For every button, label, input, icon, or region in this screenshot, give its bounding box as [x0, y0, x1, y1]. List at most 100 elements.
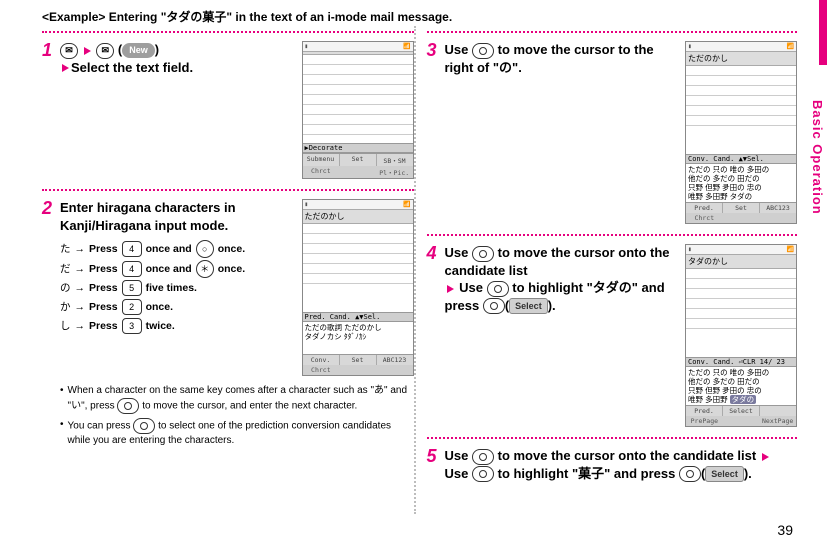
phone4-title: タダのかし	[686, 255, 796, 269]
jp-char: の	[60, 280, 71, 297]
dpad-icon	[472, 466, 494, 482]
t: You can press	[68, 420, 131, 431]
press-label: Press	[89, 280, 118, 297]
note-text: You can press to select one of the predi…	[68, 418, 414, 448]
step-2-title-b: Kanji/Hiragana input mode.	[60, 218, 228, 233]
t: When a character on the same key	[68, 385, 223, 396]
select-button-label: Select	[705, 466, 744, 482]
arrow-icon	[62, 64, 69, 72]
select-button-label: Select	[509, 298, 548, 314]
phone4-candidates: ただの 只の 唯の 多田の 他だの 多だの 田だの 只野 但野 夛田の 忠の 唯…	[686, 367, 796, 405]
cand-pre: ただの 只の 唯の 多田の 他だの 多だの 田だの 只野 但野 夛田の 忠の 唯…	[688, 368, 769, 404]
phone1-decorate: ▶Decorate	[303, 143, 413, 153]
key-icon: 5	[122, 280, 142, 296]
dpad-icon	[133, 418, 155, 434]
text: five times.	[146, 280, 197, 297]
cand-highlight: タダの	[730, 395, 757, 404]
t: Use	[445, 245, 469, 260]
press-label: Press	[89, 261, 118, 278]
text: once.	[218, 261, 245, 278]
phone4-cand-label: Conv. Cand. ⏎CLR 14/ 23	[686, 357, 796, 367]
softkey: Pred.	[686, 406, 723, 416]
softkey: Chrct	[303, 365, 340, 375]
key-icon: 4	[122, 261, 142, 277]
new-pill: New	[122, 43, 155, 57]
press-label: Press	[89, 299, 118, 316]
dpad-icon	[117, 398, 139, 414]
step-4: 4 Use to move the cursor onto the candid…	[427, 234, 798, 427]
softkey: NextPage	[759, 416, 796, 426]
t: to move the cursor, and enter the next c…	[142, 400, 357, 411]
step-2-keystrokes: た → Press 4 once and ○ once. だ	[60, 240, 296, 334]
phone-mock-4: ▮📶 タダのかし Conv. Cand. ⏎CLR 14/ 23 ただの 只の …	[685, 244, 797, 427]
keystroke-row: し → Press 3 twice.	[60, 318, 296, 335]
key-icon: ＊	[196, 260, 214, 278]
side-tab-label: Basic Operation	[810, 100, 825, 215]
keystroke-row: の → Press 5 five times.	[60, 280, 296, 297]
step-number: 3	[427, 40, 437, 60]
step-1-line2: Select the text field.	[71, 60, 193, 75]
step-number: 5	[427, 446, 437, 466]
arrow: →	[75, 299, 86, 316]
softkey	[339, 166, 376, 178]
dpad-icon	[487, 281, 509, 297]
softkey: Conv.	[303, 355, 340, 365]
text: once and	[146, 261, 192, 278]
dpad-icon	[472, 43, 494, 59]
softkey: Submenu	[303, 154, 340, 166]
dpad-icon	[472, 449, 494, 465]
example-prefix: <Example>	[42, 10, 105, 24]
phone2-cand-label: Pred. Cand. ▲▼Sel.	[303, 312, 413, 322]
softkey: Set	[723, 203, 760, 213]
keystroke-row: だ → Press 4 once and ＊ once.	[60, 260, 296, 278]
phone2-title: ただのかし	[303, 210, 413, 224]
t: Use	[445, 448, 469, 463]
note-text: When a character on the same key comes a…	[68, 384, 414, 414]
step-2-title: Enter hiragana characters in Kanji/Hirag…	[60, 199, 296, 234]
t: .	[552, 298, 556, 313]
step-1-title: ✉ ✉ (New) Select the text field.	[60, 41, 296, 76]
dpad-icon	[472, 246, 494, 262]
softkey: ABC123	[377, 355, 413, 365]
step-3: 3 Use to move the cursor to the right of…	[427, 31, 798, 224]
softkey: Pl・Pic.	[376, 166, 413, 178]
arrow-icon	[84, 47, 91, 55]
jp-char: だ	[60, 261, 71, 278]
phone-mock-2: ▮📶 ただのかし Pred. Cand. ▲▼Sel. ただの歌詞 ただのかし …	[302, 199, 414, 376]
softkey: Set	[340, 154, 377, 166]
keystroke-row: た → Press 4 once and ○ once.	[60, 240, 296, 258]
arrow: →	[75, 318, 86, 335]
phone-mock-3: ▮📶 ただのかし Conv. Cand. ▲▼Sel. ただの 只の 唯の 多田…	[685, 41, 797, 224]
mail-icon: ✉	[60, 43, 78, 59]
bullet-icon: •	[60, 418, 64, 448]
step-number: 4	[427, 243, 437, 263]
step-4-title: Use to move the cursor onto the candidat…	[445, 244, 680, 314]
softkey: PrePage	[686, 416, 723, 426]
softkey: Set	[340, 355, 377, 365]
t: .	[748, 466, 752, 481]
t: to highlight "菓子" and press	[498, 466, 676, 481]
press-label: Press	[89, 241, 118, 258]
step-2-notes: • When a character on the same key comes…	[60, 384, 414, 447]
dpad-icon	[679, 466, 701, 482]
arrow: →	[75, 261, 86, 278]
phone3-title: ただのかし	[686, 52, 796, 66]
key-icon: 3	[122, 318, 142, 334]
dpad-icon	[483, 298, 505, 314]
key-icon: 4	[122, 241, 142, 257]
phone3-cand-label: Conv. Cand. ▲▼Sel.	[686, 154, 796, 164]
arrow: →	[75, 280, 86, 297]
step-2: 2 Enter hiragana characters in Kanji/Hir…	[42, 189, 414, 451]
softkey: Select	[723, 406, 760, 416]
phone3-candidates: ただの 只の 唯の 多田の 他だの 多だの 田だの 只野 但野 夛田の 忠の 唯…	[686, 164, 796, 202]
step-2-title-a: Enter hiragana characters in	[60, 200, 236, 215]
step-5-title: Use to move the cursor onto the candidat…	[445, 447, 798, 482]
phone-mock-1: ▮📶 ▶Decorate Submenu Set SB・SM Chrct	[302, 41, 414, 179]
bullet-icon: •	[60, 384, 64, 414]
arrow-icon	[762, 453, 769, 461]
mail-icon: ✉	[96, 43, 114, 59]
jp-char: た	[60, 241, 71, 258]
step-number: 1	[42, 40, 52, 60]
t: Use	[445, 42, 469, 57]
key-icon: ○	[196, 240, 214, 258]
